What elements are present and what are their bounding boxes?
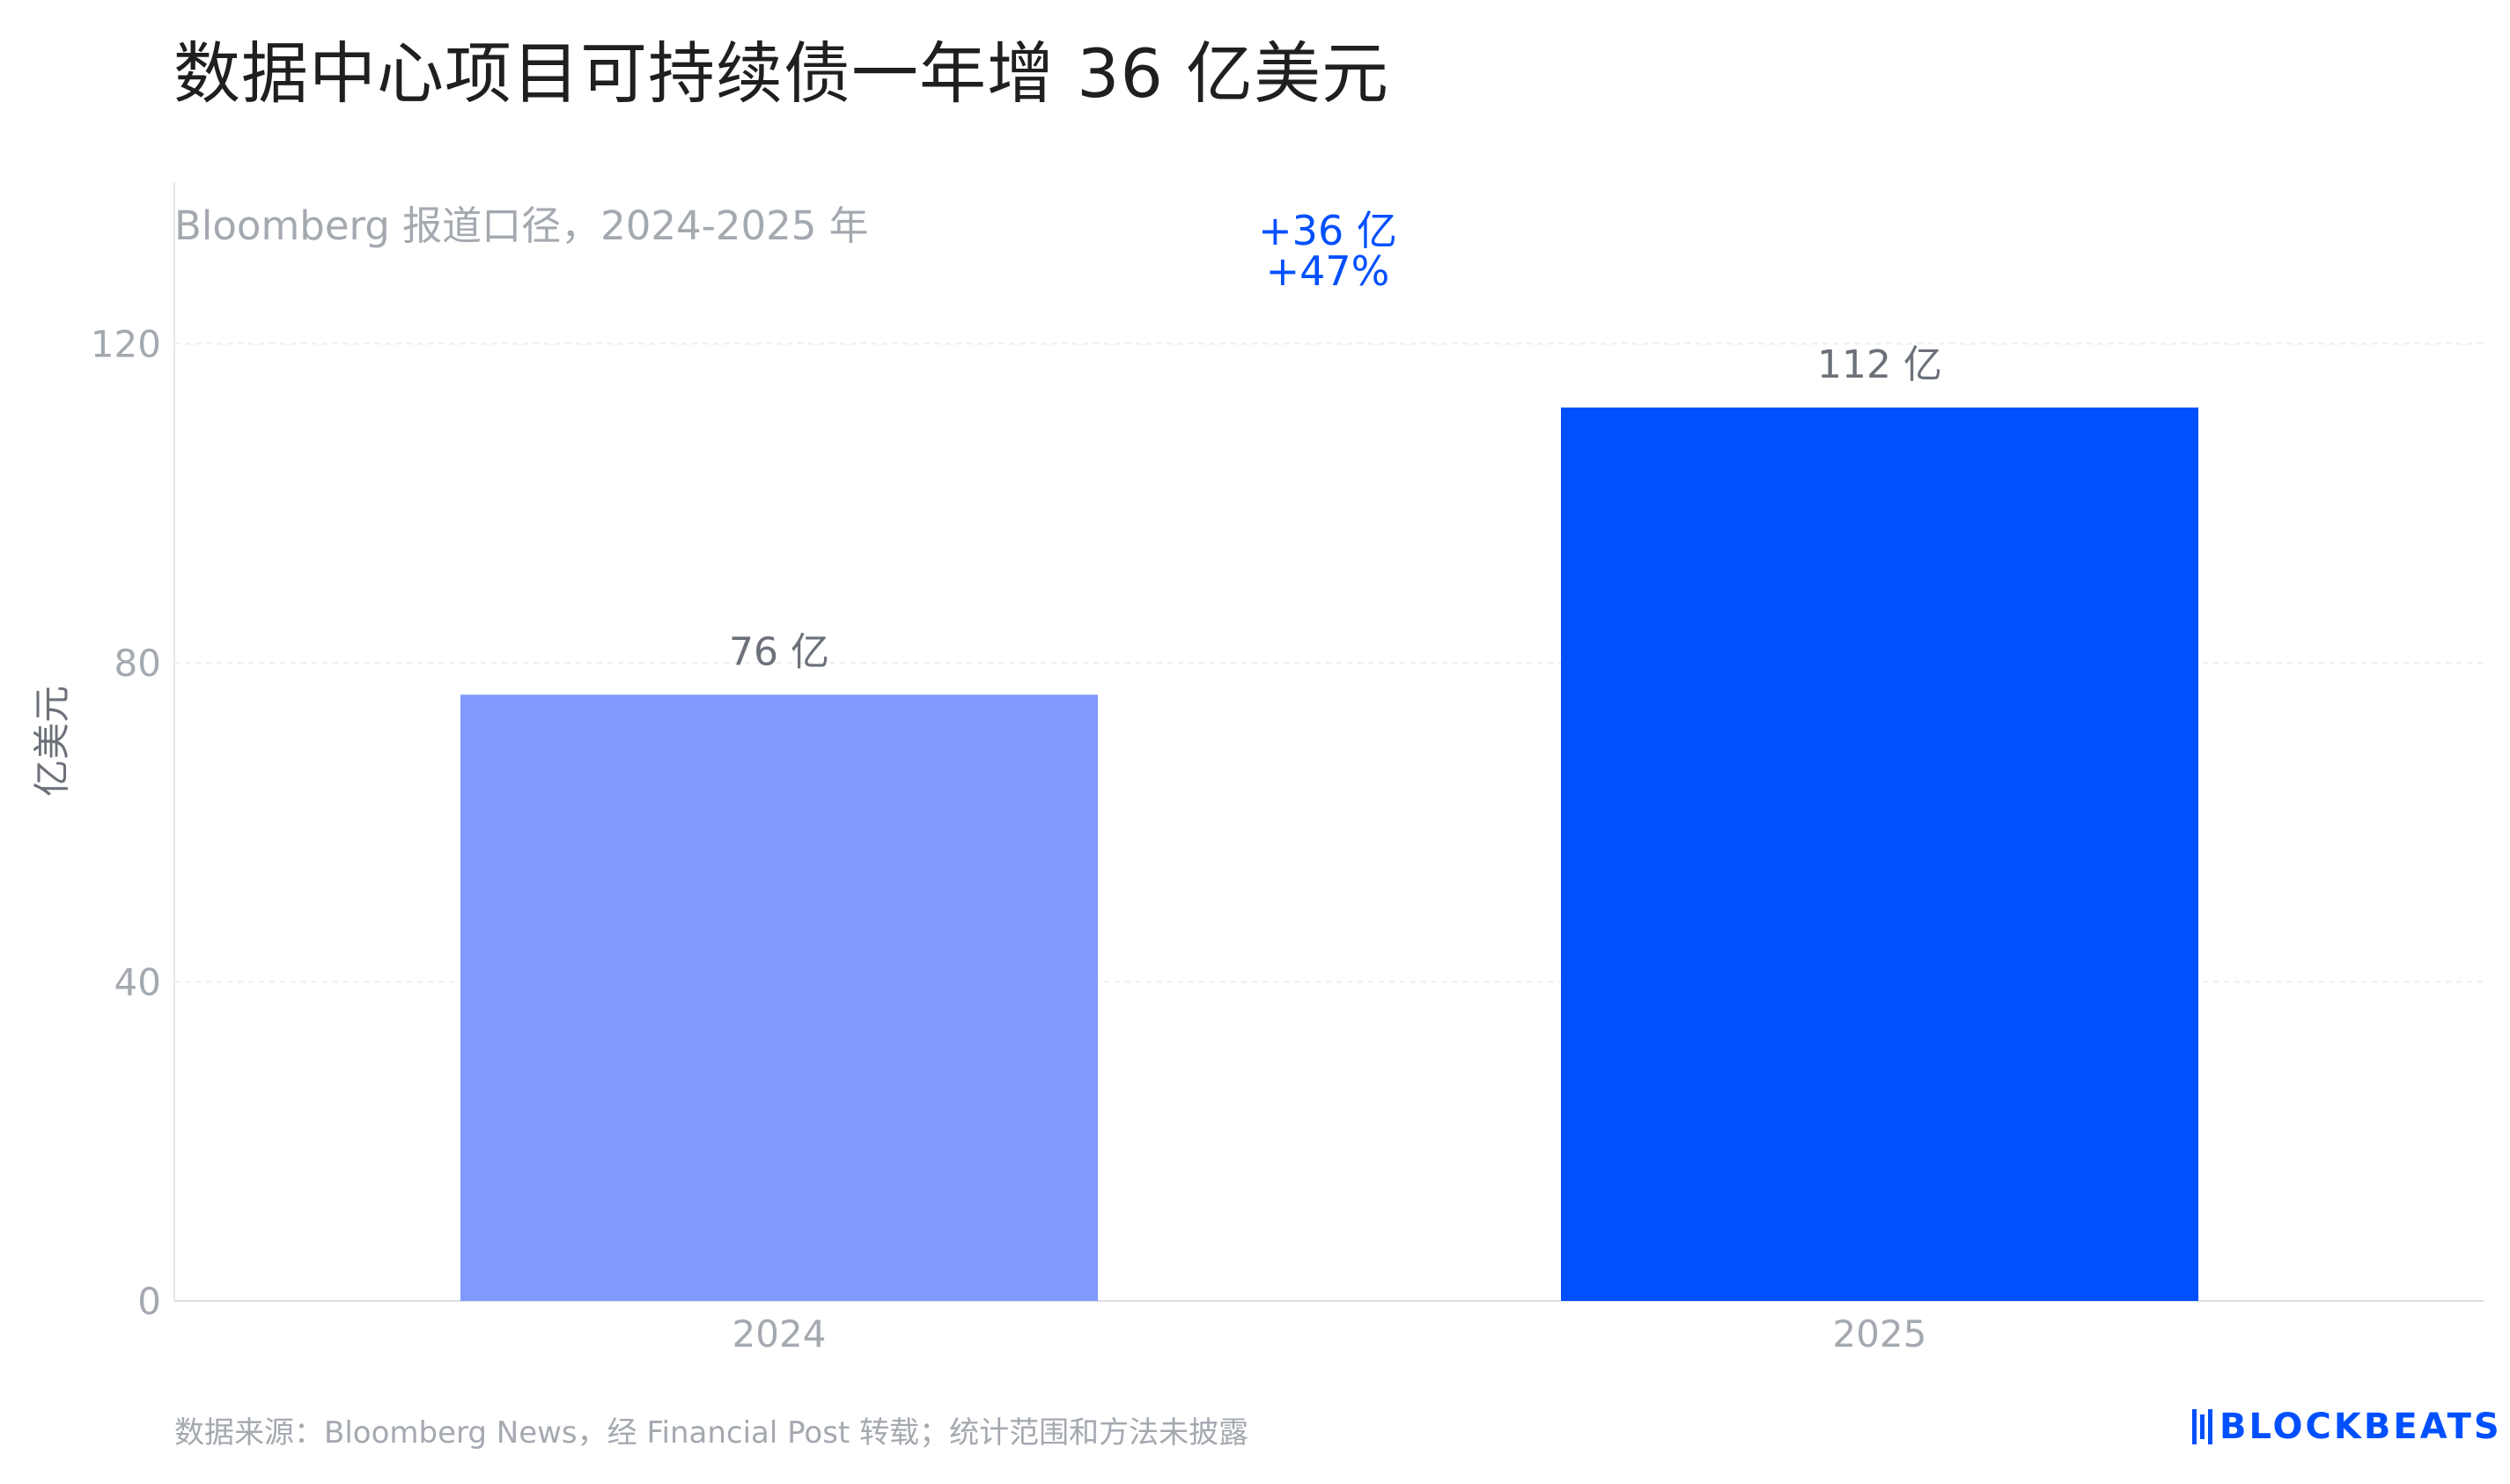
x-tick-label-2025: 2025 [1833, 1312, 1927, 1355]
y-tick-label-80: 80 [114, 642, 161, 685]
x-tick-label-2024: 2024 [732, 1312, 827, 1355]
y-tick-label-0: 0 [137, 1280, 161, 1323]
logo-mark-icon [2192, 1409, 2212, 1444]
change-annotation-2: +47% [1266, 247, 1390, 295]
chart-title: 数据中心项目可持续债一年增 36 亿美元 [173, 34, 1390, 113]
chart-subtitle: Bloomberg 报道口径，2024-2025 年 [174, 202, 869, 249]
source-note: 数据来源：Bloomberg News，经 Financial Post 转载；… [174, 1415, 1249, 1451]
bar-value-label-2024: 76 亿 [729, 629, 829, 674]
bar-value-label-2025: 112 亿 [1817, 342, 1942, 387]
bar-2024 [460, 694, 1098, 1301]
change-annotation-1: +36 亿 [1258, 207, 1397, 254]
blockbeats-logo: BLOCKBEATS [2192, 1407, 2502, 1447]
logo-text: BLOCKBEATS [2219, 1407, 2502, 1447]
y-tick-label-120: 120 [91, 323, 161, 366]
bar-2025 [1561, 408, 2198, 1301]
y-tick-label-40: 40 [114, 961, 161, 1004]
